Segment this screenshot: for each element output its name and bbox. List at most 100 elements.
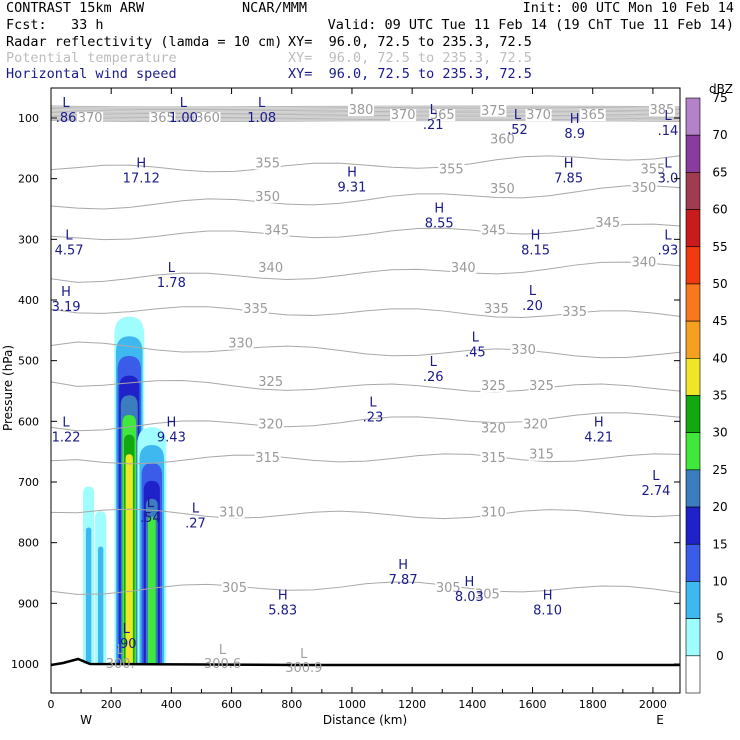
theta-label: 350 — [255, 190, 280, 205]
wind-extremum-value: 3.0 — [658, 171, 679, 186]
colorbar-swatch — [685, 209, 701, 248]
y-tick-label: 800 — [18, 537, 39, 550]
theta-contour — [51, 155, 680, 173]
wind-extremum-kind: L — [664, 229, 672, 244]
colorbar-unit: dBZ — [709, 82, 733, 96]
theta-label-bg — [528, 380, 555, 393]
colorbar-label: 30 — [712, 426, 727, 440]
wind-extremum-value: 1.78 — [157, 276, 186, 291]
theta-label-bg — [480, 380, 507, 393]
colorbar-swatch — [685, 432, 701, 471]
theta-label-bg — [594, 216, 621, 229]
colorbar-swatch — [685, 320, 701, 359]
wind-extremum-kind: H — [434, 201, 444, 216]
upper-theta-line — [51, 112, 680, 115]
wind-extremum-value: 5.83 — [268, 603, 297, 618]
theta-label-bg — [510, 343, 537, 356]
reflectivity-band — [147, 516, 156, 664]
upper-theta-line — [51, 114, 680, 117]
wind-extremum-kind: H — [347, 166, 357, 181]
theta-label-bg — [263, 224, 290, 237]
theta-label: 375 — [481, 104, 506, 119]
theta-label: 335 — [243, 302, 268, 317]
reflectivity-shading — [83, 316, 167, 664]
x-tick-label: 1600 — [519, 698, 547, 711]
x-tick-label: 2000 — [639, 698, 667, 711]
theta-label: 330 — [511, 343, 536, 358]
theta-contour — [51, 508, 680, 520]
theta-label-bg — [429, 109, 456, 121]
y-tick-label: 700 — [18, 476, 39, 489]
wind-extremum-kind: L — [62, 96, 70, 111]
field-reflectivity-name: Radar reflectivity (lamda = 10 cm) — [6, 34, 282, 50]
wind-extremum-kind: L — [192, 502, 200, 517]
colorbar-swatch — [685, 655, 701, 694]
wind-extremum-kind: H — [61, 285, 71, 300]
theta-label-bg — [149, 112, 176, 125]
wind-extremum-value: 9.43 — [157, 431, 186, 446]
theta-label-bg — [579, 109, 606, 121]
wind-extremum-value: .52 — [507, 123, 528, 138]
theta-label-bg — [480, 422, 507, 435]
y-tick-label: 900 — [18, 597, 39, 610]
theta-label: 325 — [481, 379, 506, 394]
theta-label-bg — [522, 418, 549, 431]
colorbar-swatch — [685, 246, 701, 285]
y-tick-label: 1000 — [11, 658, 39, 671]
theta-label: 350 — [490, 182, 515, 197]
theta-label: 355 — [640, 163, 665, 178]
dbz-colorbar: dBZ 0 5 10 15 20 25 30 35 40 45 50 55 60 65 70 75 — [685, 82, 733, 694]
colorbar-label: 55 — [712, 240, 727, 254]
theta-label-bg — [438, 163, 465, 176]
colorbar-label: 45 — [712, 314, 727, 328]
model-title: CONTRAST 15km ARW — [6, 0, 145, 16]
theta-label: 355 — [255, 157, 280, 172]
x-tick-label: 1400 — [458, 698, 486, 711]
colorbar-label: 75 — [712, 91, 727, 105]
wind-extremum-kind: H — [398, 558, 408, 573]
wind-extremum-kind: L — [514, 108, 522, 123]
theta-label: 305 — [475, 587, 500, 602]
theta-label-bg — [648, 104, 675, 117]
colorbar-swatch — [685, 97, 701, 136]
reflectivity-cell — [95, 511, 107, 664]
wind-extremum-kind: L — [430, 103, 438, 118]
theta-extremum-value: 300.9 — [285, 661, 322, 676]
colorbar-swatch — [685, 543, 701, 582]
theta-label-bg — [257, 261, 284, 274]
axes: 0 200 400 600 800 1000 1200 1400 1600 1800 2000 100… — [11, 88, 680, 711]
theta-contour — [51, 379, 680, 393]
x-axis-label: Distance (km) — [323, 713, 407, 727]
colorbar-swatch — [685, 581, 701, 619]
theta-label-bg — [480, 451, 507, 464]
upper-theta-line — [51, 105, 680, 108]
wind-extremum-value: .26 — [423, 370, 444, 385]
wind-extremum-kind: H — [564, 156, 574, 171]
plot-frame — [50, 87, 681, 694]
colorbar-swatch — [685, 469, 701, 508]
valid-time: Valid: 09 UTC Tue 11 Feb 14 (19 ChT Tue … — [328, 17, 734, 33]
theta-label: 310 — [481, 505, 506, 520]
upper-theta-line — [51, 116, 680, 119]
theta-label: 340 — [631, 255, 656, 270]
x-tick-label: 800 — [281, 698, 302, 711]
center-label: NCAR/MMM — [242, 0, 307, 16]
colorbar-label: 35 — [712, 389, 727, 403]
wind-extremum-value: 1.00 — [169, 111, 198, 126]
upper-theta-line — [51, 110, 680, 113]
theta-label: 305 — [222, 581, 247, 596]
theta-label: 320 — [258, 417, 283, 432]
colorbar-swatch — [685, 395, 701, 433]
theta-label: 350 — [631, 181, 656, 196]
theta-label: 315 — [481, 451, 506, 466]
x-tick-label: 600 — [221, 698, 242, 711]
theta-label: 370 — [78, 111, 103, 126]
wind-extremum-kind: L — [168, 261, 176, 276]
theta-label-bg — [561, 306, 588, 319]
wind-extremum-kind: L — [369, 395, 377, 410]
field-theta-name: Potential temperature — [6, 50, 177, 66]
reflectivity-cell — [83, 486, 95, 664]
theta-label: 360 — [195, 111, 220, 126]
colorbar-swatch — [685, 283, 701, 322]
theta-contour — [51, 185, 680, 210]
